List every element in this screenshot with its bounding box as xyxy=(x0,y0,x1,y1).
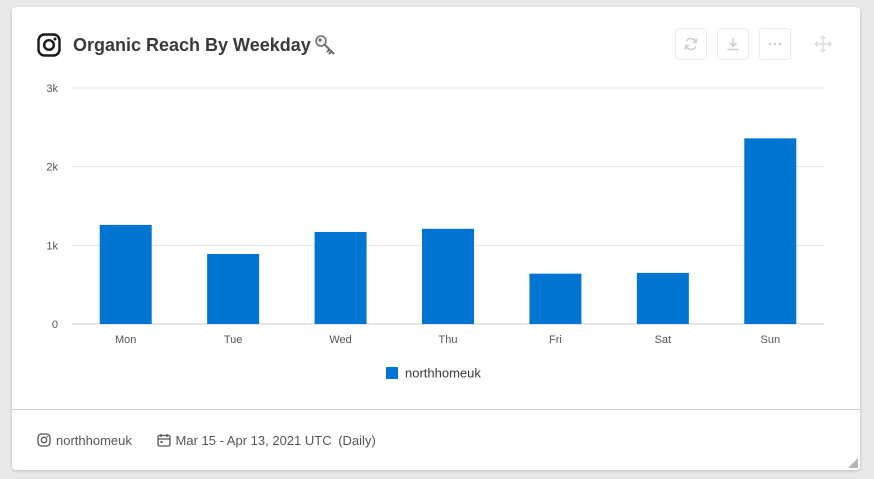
chart-card: Organic Reach By Weekday xyxy=(12,7,860,470)
x-tick-label: Mon xyxy=(115,334,136,346)
bar-tue[interactable] xyxy=(207,253,260,324)
card-footer: northhomeuk Mar 15 - Apr 13, 2021 UTC (D… xyxy=(37,431,376,449)
move-icon[interactable] xyxy=(814,35,832,53)
x-tick-label: Wed xyxy=(329,334,351,346)
download-icon xyxy=(727,38,739,51)
footer-account: northhomeuk xyxy=(37,432,132,448)
download-button[interactable] xyxy=(717,28,749,60)
y-tick-label: 3k xyxy=(46,83,58,95)
bar-chart: 0 1k 2k 3k Mon Tue Wed Thu Fri Sat Sun xyxy=(46,83,824,346)
chart-title: Organic Reach By Weekday xyxy=(73,35,311,55)
x-tick-label: Fri xyxy=(549,334,562,346)
y-tick-label: 2k xyxy=(46,162,58,174)
bar-mon[interactable] xyxy=(99,224,152,324)
key-icon[interactable] xyxy=(314,34,336,56)
chart-legend: northhomeuk xyxy=(386,364,481,380)
x-tick-label: Tue xyxy=(224,334,243,346)
account-name: northhomeuk xyxy=(56,432,132,448)
refresh-icon xyxy=(684,37,698,51)
resize-handle-icon[interactable] xyxy=(848,458,858,468)
x-tick-label: Sat xyxy=(655,334,672,346)
instagram-icon xyxy=(37,33,61,57)
y-tick-label: 1k xyxy=(46,240,58,252)
bar-sun[interactable] xyxy=(744,138,797,324)
bar-wed[interactable] xyxy=(314,231,367,324)
more-options-button[interactable] xyxy=(759,28,791,60)
bar-fri[interactable] xyxy=(529,273,582,324)
card-header: Organic Reach By Weekday xyxy=(12,7,860,77)
instagram-icon xyxy=(37,433,51,447)
footer-date: Mar 15 - Apr 13, 2021 UTC (Daily) xyxy=(156,432,376,448)
more-horizontal-icon xyxy=(768,42,782,46)
footer-divider xyxy=(12,409,860,410)
x-tick-label: Thu xyxy=(439,334,458,346)
refresh-button[interactable] xyxy=(675,28,707,60)
y-tick-label: 0 xyxy=(52,319,58,331)
x-tick-label: Sun xyxy=(760,334,780,346)
bar-thu[interactable] xyxy=(422,228,474,324)
granularity: (Daily) xyxy=(338,432,376,448)
legend-swatch xyxy=(386,366,398,379)
bar-sat[interactable] xyxy=(636,272,689,324)
legend-label: northhomeuk xyxy=(405,365,481,381)
calendar-icon xyxy=(156,434,171,447)
date-range: Mar 15 - Apr 13, 2021 UTC xyxy=(175,432,332,448)
